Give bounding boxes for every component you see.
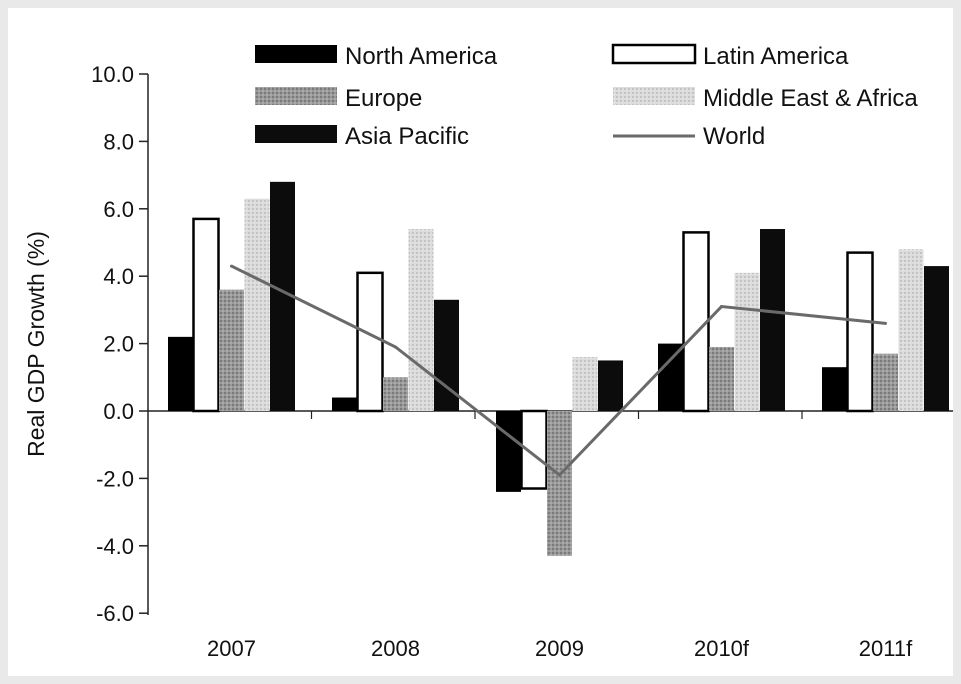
y-tick-label: 6.0	[103, 197, 134, 222]
bar-north-america-2009	[496, 411, 521, 492]
legend-swatch-middle-east-africa	[613, 87, 695, 105]
bar-north-america-2010f	[658, 343, 683, 411]
bar-middle-east-africa-2008	[408, 229, 434, 411]
y-tick-label: 4.0	[103, 264, 134, 289]
y-axis-title: Real GDP Growth (%)	[23, 231, 49, 457]
x-category-label: 2011f	[859, 636, 913, 661]
world-line-group	[230, 264, 887, 478]
bar-asia-pacific-2011f	[924, 266, 949, 411]
bar-middle-east-africa-2007	[244, 198, 270, 411]
x-category-label: 2010f	[694, 636, 750, 661]
bar-north-america-2007	[168, 336, 193, 411]
legend: North America Latin America Europe Middle E…	[255, 43, 918, 150]
bar-europe-2007	[219, 289, 244, 411]
world-point-2007	[230, 264, 233, 268]
x-category-label: 2009	[535, 636, 584, 661]
y-tick-label: 2.0	[103, 332, 134, 357]
bar-latin-america-2007	[192, 217, 220, 413]
y-tick-label: -2.0	[96, 466, 134, 491]
legend-swatch-asia-pacific	[255, 125, 337, 143]
legend-label-asia-pacific: Asia Pacific	[345, 123, 469, 150]
bar-asia-pacific-2009	[598, 360, 623, 411]
bar-europe-2008	[383, 377, 408, 411]
bar-europe-2010f	[709, 346, 734, 411]
bar-north-america-2011f	[822, 367, 847, 411]
y-tick-label: -4.0	[96, 534, 134, 559]
legend-swatch-europe	[255, 87, 337, 105]
legend-label-world: World	[703, 123, 765, 150]
world-point-2008	[394, 345, 397, 349]
legend-swatch-north-america	[255, 45, 337, 63]
x-ticks: 2007 2008 2009 2010f 2011f	[207, 411, 913, 661]
chart-frame: Real GDP Growth (%) 10.0 8.0 6.0 4.0 2.0 0.0 -…	[8, 8, 953, 676]
world-point-2010f	[720, 305, 723, 309]
y-tick-label: -6.0	[96, 601, 134, 626]
legend-label-middle-east-africa: Middle East & Africa	[703, 85, 918, 112]
legend-label-north-america: North America	[345, 43, 498, 70]
bar-asia-pacific-2010f	[760, 229, 785, 411]
x-category-label: 2007	[207, 636, 256, 661]
bars	[168, 181, 949, 556]
y-tick-label: 8.0	[103, 129, 134, 154]
bar-north-america-2008	[332, 397, 357, 411]
bar-middle-east-africa-2010f	[734, 272, 760, 411]
bar-europe-2011f	[873, 353, 898, 411]
y-tick-label: 10.0	[91, 62, 134, 87]
bar-latin-america-2008	[356, 271, 384, 413]
y-tick-label: 0.0	[103, 399, 134, 424]
x-category-label: 2008	[371, 636, 420, 661]
legend-label-europe: Europe	[345, 85, 422, 112]
bar-latin-america-2011f	[846, 251, 874, 413]
bar-middle-east-africa-2011f	[898, 249, 924, 411]
world-point-2011f	[884, 321, 887, 325]
bar-latin-america-2010f	[682, 231, 710, 413]
y-ticks: 10.0 8.0 6.0 4.0 2.0 0.0 -2.0 -4.0 -6.0	[91, 62, 148, 626]
bar-middle-east-africa-2009	[572, 357, 598, 411]
legend-label-latin-america: Latin America	[703, 43, 849, 70]
bar-europe-2009	[547, 411, 572, 556]
gdp-growth-chart: Real GDP Growth (%) 10.0 8.0 6.0 4.0 2.0 0.0 -…	[23, 43, 953, 661]
legend-swatch-latin-america	[611, 43, 697, 65]
world-point-2009	[558, 473, 561, 477]
